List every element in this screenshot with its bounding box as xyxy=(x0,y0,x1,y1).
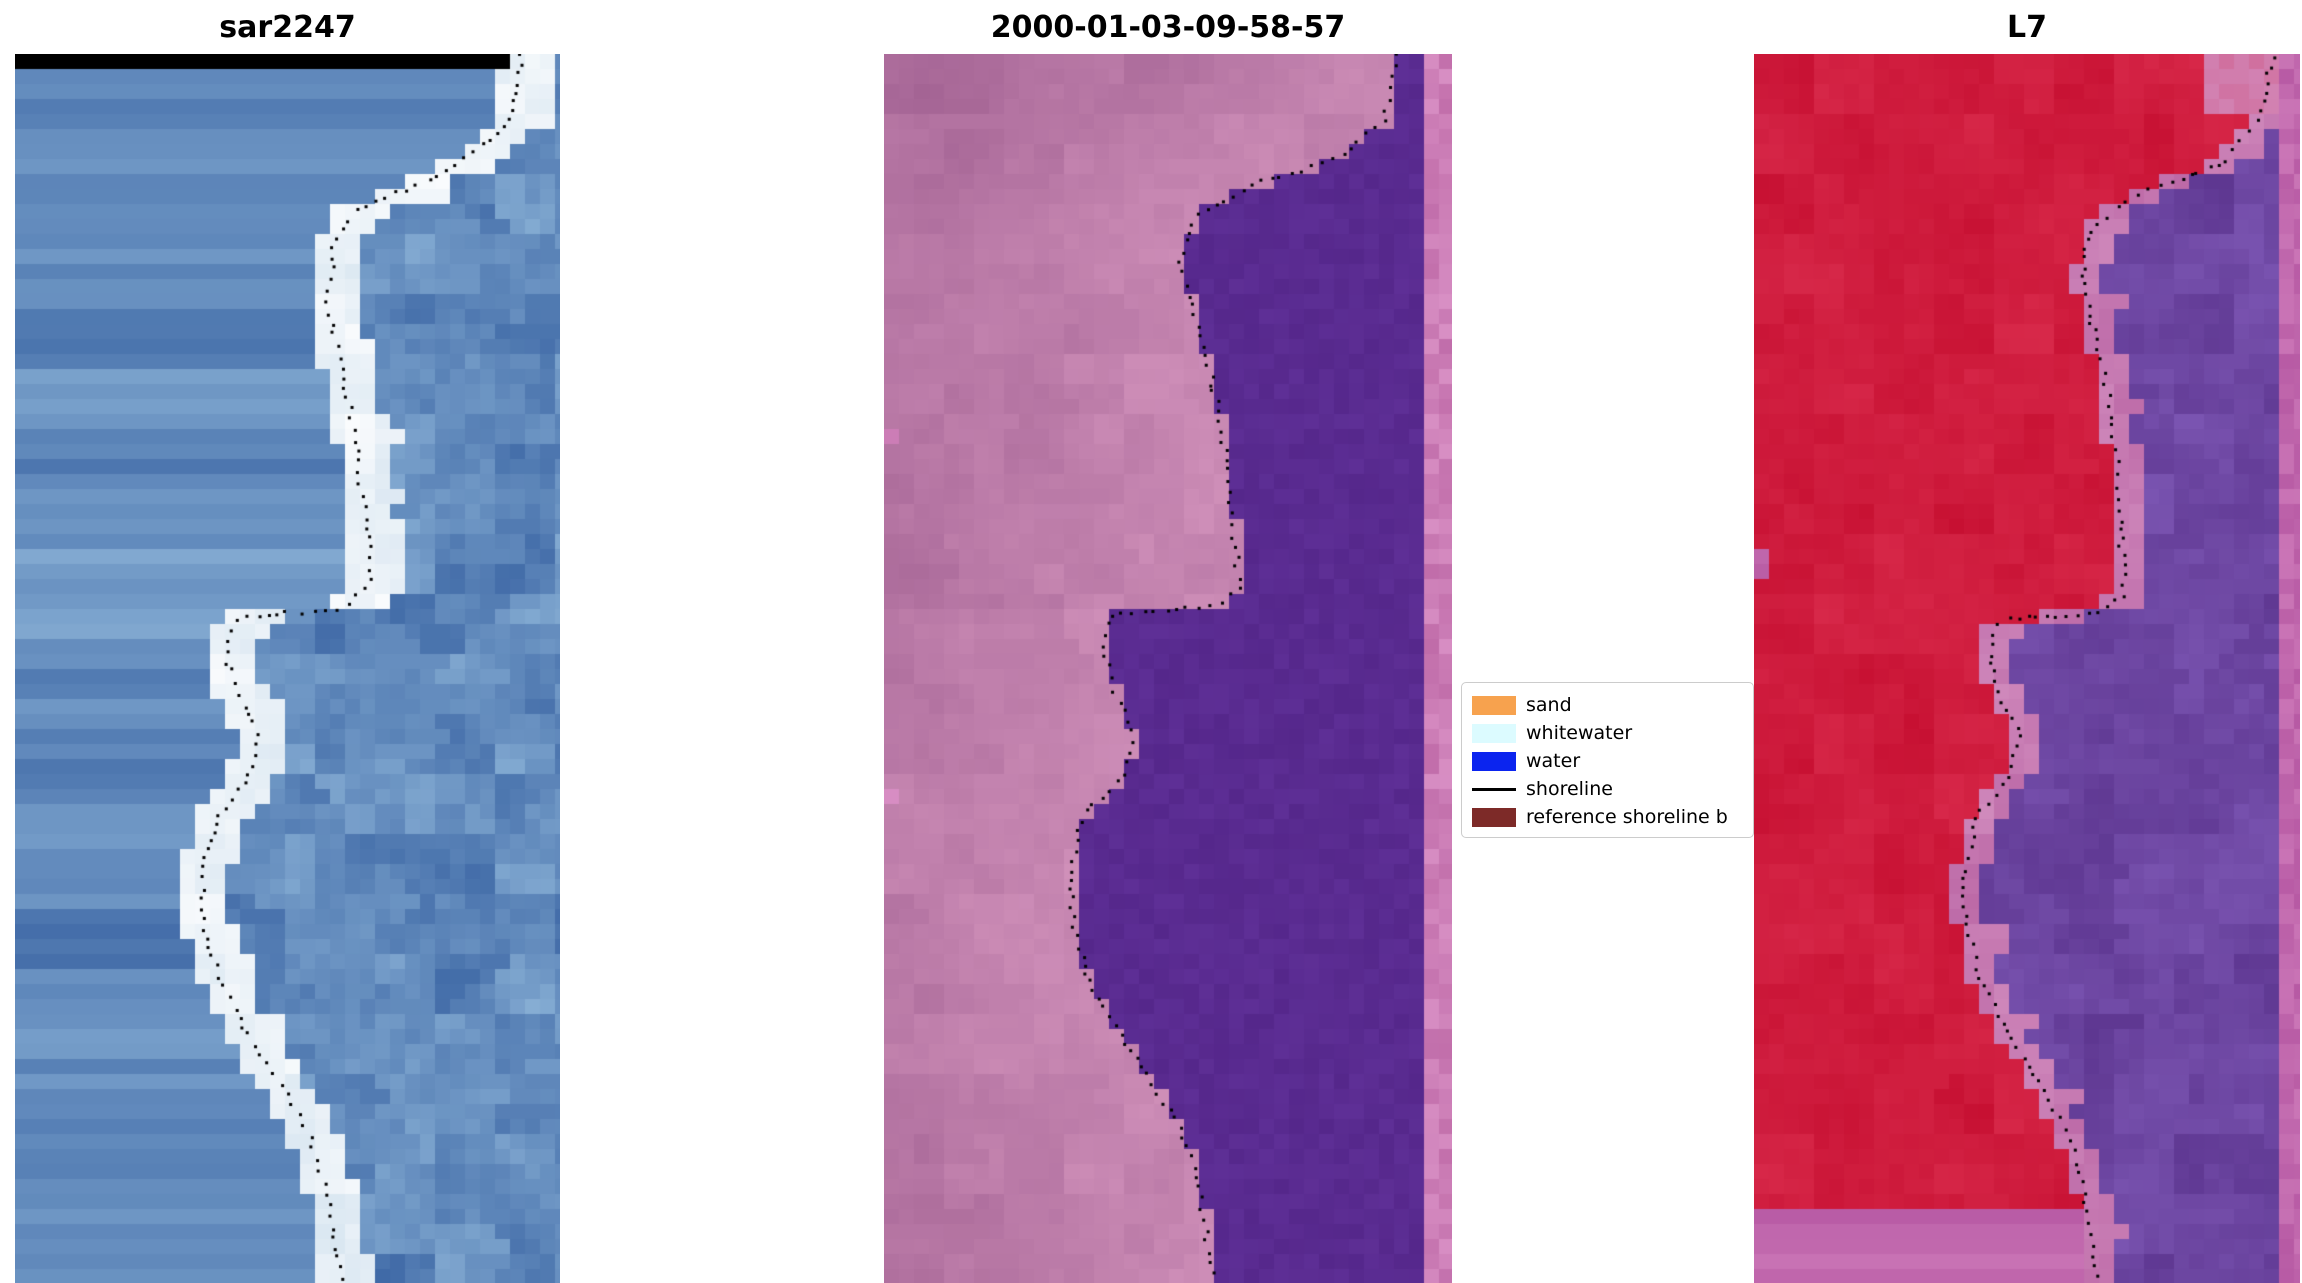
sand-swatch xyxy=(1472,695,1516,715)
sar-image-canvas xyxy=(15,54,560,1283)
legend-item-whitewater: whitewater xyxy=(1472,719,1753,747)
panel-title-l7: L7 xyxy=(2007,9,2047,45)
reference-shoreline-buffer-swatch xyxy=(1472,807,1516,827)
panel-classified: 2000-01-03-09-58-57 xyxy=(884,0,1452,1283)
legend-label-reference-shoreline-buffer: reference shoreline b xyxy=(1526,806,1728,828)
whitewater-swatch xyxy=(1472,723,1516,743)
classified-image-canvas xyxy=(884,54,1452,1283)
panel-title-sar: sar2247 xyxy=(219,9,356,45)
legend-item-sand: sand xyxy=(1472,691,1753,719)
legend-item-water: water xyxy=(1472,747,1753,775)
legend-item-shoreline: shoreline xyxy=(1472,775,1753,803)
legend-label-sand: sand xyxy=(1526,694,1572,716)
panel-title-date: 2000-01-03-09-58-57 xyxy=(990,9,1346,45)
panel-l7: L7 xyxy=(1754,0,2300,1283)
water-swatch xyxy=(1472,751,1516,771)
legend-item-reference-shoreline-buffer: reference shoreline b xyxy=(1472,803,1753,831)
legend-label-water: water xyxy=(1526,750,1581,772)
shoreline-line-swatch xyxy=(1472,787,1516,791)
legend: sand whitewater water shoreline referenc… xyxy=(1461,682,1754,838)
legend-label-shoreline: shoreline xyxy=(1526,778,1613,800)
l7-image-canvas xyxy=(1754,54,2300,1283)
panel-sar: sar2247 xyxy=(15,0,560,1283)
legend-label-whitewater: whitewater xyxy=(1526,722,1633,744)
